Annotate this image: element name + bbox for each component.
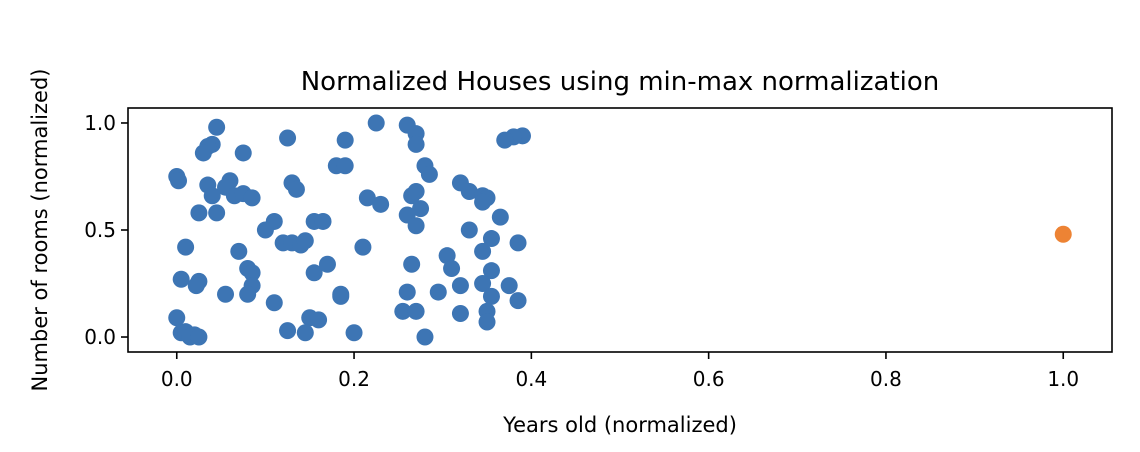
y-tick-label: 0.5 (84, 218, 116, 242)
scatter-point (474, 193, 492, 211)
chart-title: Normalized Houses using min-max normaliz… (301, 67, 940, 97)
y-tick-label: 0.0 (84, 325, 116, 349)
scatter-point (416, 328, 434, 346)
scatter-point (407, 217, 425, 235)
scatter-point (474, 275, 492, 293)
scatter-point (451, 304, 469, 322)
scatter-point (190, 204, 208, 222)
scatter-point (407, 135, 425, 153)
scatter-point (412, 200, 430, 218)
scatter-point (296, 232, 314, 250)
scatter-point (336, 157, 354, 175)
scatter-point (208, 118, 226, 136)
scatter-point (296, 324, 314, 342)
scatter-point (438, 247, 456, 265)
scatter-point (172, 270, 190, 288)
scatter-point (496, 131, 514, 149)
scatter-point (243, 189, 261, 207)
scatter-point (500, 277, 518, 295)
x-tick-label: 0.6 (693, 367, 725, 391)
scatter-point (443, 260, 461, 278)
scatter-point (279, 129, 297, 147)
scatter-point (332, 287, 350, 305)
scatter-point (429, 283, 447, 301)
scatter-point (208, 204, 226, 222)
scatter-point (460, 182, 478, 200)
y-tick-label: 1.0 (84, 111, 116, 135)
scatter-point (407, 182, 425, 200)
scatter-point (358, 189, 376, 207)
scatter-point (482, 287, 500, 305)
scatter-point (372, 195, 390, 213)
scatter-point (234, 144, 252, 162)
x-axis-label: Years old (normalized) (502, 413, 737, 437)
scatter-point (420, 165, 438, 183)
scatter-point (190, 328, 208, 346)
scatter-point (1054, 225, 1072, 243)
scatter-point (194, 144, 212, 162)
scatter-point (230, 242, 248, 260)
scatter-point (318, 255, 336, 273)
scatter-point (345, 324, 363, 342)
scatter-point (305, 264, 323, 282)
scatter-point (394, 302, 412, 320)
scatter-point (279, 322, 297, 340)
scatter-point (403, 255, 421, 273)
x-axis-ticks: 0.0 0.2 0.4 0.6 0.8 1.0 (161, 352, 1079, 391)
scatter-point (367, 114, 385, 132)
scatter-point (482, 230, 500, 248)
scatter-point (168, 309, 186, 327)
scatter-point (203, 187, 221, 205)
scatter-point (256, 221, 274, 239)
y-axis-ticks: 0.0 0.5 1.0 (84, 111, 128, 349)
scatter-point (460, 221, 478, 239)
scatter-point (287, 180, 305, 198)
x-tick-label: 0.4 (515, 367, 547, 391)
scatter-point (491, 208, 509, 226)
scatter-point (239, 285, 257, 303)
scatter-point (509, 234, 527, 252)
scatter-point (509, 292, 527, 310)
scatter-point (243, 264, 261, 282)
scatter-point (451, 277, 469, 295)
scatter-point (265, 294, 283, 312)
y-axis-label: Number of rooms (normalized) (28, 69, 52, 392)
scatter-point (217, 285, 235, 303)
scatter-point (398, 283, 416, 301)
scatter-point (187, 277, 205, 295)
scatter-point (310, 311, 328, 329)
scatter-point (407, 302, 425, 320)
scatter-point (482, 262, 500, 280)
scatter-point (314, 212, 332, 230)
x-tick-label: 0.8 (870, 367, 902, 391)
scatter-point (354, 238, 372, 256)
x-tick-label: 0.2 (338, 367, 370, 391)
x-tick-label: 0.0 (161, 367, 193, 391)
plot-frame (127, 107, 1113, 353)
points-layer (168, 114, 1072, 346)
scatter-point (478, 313, 496, 331)
scatter-point (177, 238, 195, 256)
scatter-point (170, 172, 188, 190)
scatter-point (336, 131, 354, 149)
x-tick-label: 1.0 (1047, 367, 1079, 391)
scatter-point (474, 242, 492, 260)
